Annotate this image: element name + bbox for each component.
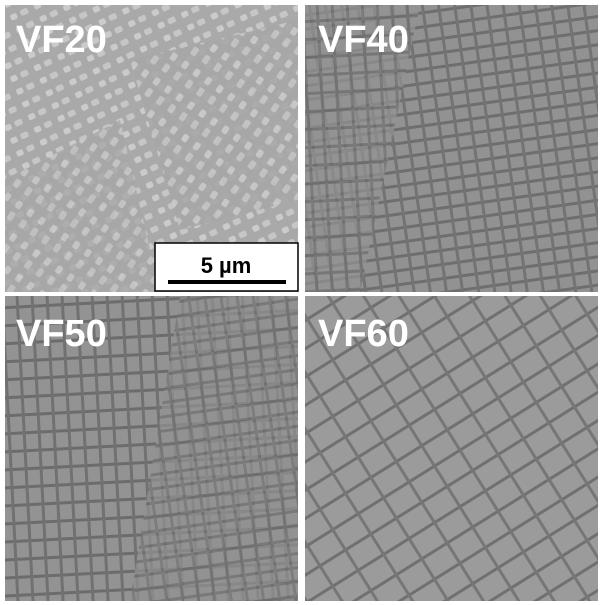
scale-bar: 5 µm <box>155 243 298 291</box>
figure: VF20 VF40 VF50 VF60 5 µm <box>0 0 603 605</box>
panel-label: VF50 <box>16 313 107 355</box>
panel-label: VF60 <box>318 313 409 355</box>
panel-label: VF40 <box>318 19 409 61</box>
scale-bar-line <box>168 280 286 284</box>
scale-bar-label: 5 µm <box>201 253 252 278</box>
panel-label: VF20 <box>16 19 107 61</box>
